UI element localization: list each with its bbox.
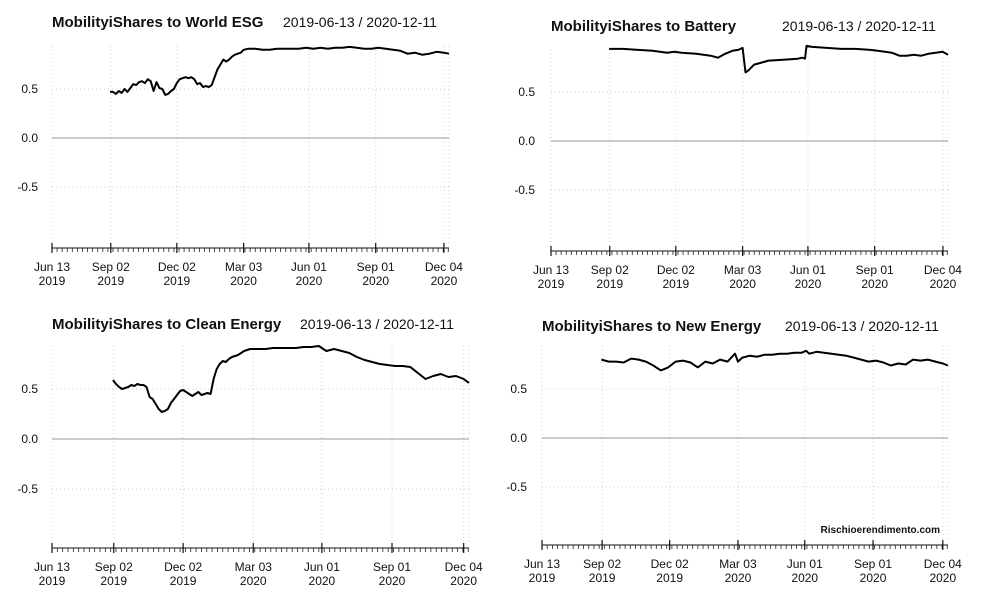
x-tick-year: 2020 [309,574,336,588]
chart-date-range: 2019-06-13 / 2020-12-11 [300,316,454,332]
x-tick-year: 2020 [795,277,822,291]
x-tick-year: 2020 [450,574,477,588]
x-tick-label: Sep 02 [95,560,133,574]
x-tick-label: Dec 02 [158,260,196,274]
series-line [601,349,949,372]
chart-title: MobilityiShares to World ESG [52,14,263,31]
series-line [609,44,949,74]
x-tick-label: Dec 04 [924,557,962,571]
x-tick-label: Jun 01 [787,557,823,571]
chart-world-esg: MobilityiShares to World ESG 2019-06-13 /… [17,14,463,288]
x-tick-year: 2019 [656,571,683,585]
y-tick-label: 0.0 [510,431,527,445]
x-tick-year: 2019 [163,274,190,288]
x-tick-year: 2019 [662,277,689,291]
x-tick-label: Dec 02 [651,557,689,571]
x-tick-label: Jun 01 [304,560,340,574]
y-tick-label: 0.0 [518,134,535,148]
x-tick-label: Jun 01 [790,263,826,277]
chart-title: MobilityiShares to Clean Energy [52,316,282,333]
y-tick-label: 0.5 [510,382,527,396]
x-tick-label: Mar 03 [724,263,762,277]
chart-new-energy: MobilityiShares to New Energy 2019-06-13 … [506,318,962,585]
y-tick-label: -0.5 [17,482,38,496]
x-tick-year: 2020 [930,277,957,291]
x-tick-year: 2020 [230,274,257,288]
x-tick-label: Jun 13 [533,263,569,277]
x-tick-label: Jun 13 [34,560,70,574]
x-tick-label: Sep 01 [373,560,411,574]
x-tick-label: Mar 03 [225,260,263,274]
y-tick-label: 0.0 [21,131,38,145]
x-tick-year: 2020 [791,571,818,585]
x-tick-year: 2020 [296,274,323,288]
x-tick-label: Sep 02 [92,260,130,274]
chart-date-range: 2019-06-13 / 2020-12-11 [283,14,437,30]
x-tick-year: 2020 [379,574,406,588]
y-tick-label: -0.5 [17,180,38,194]
x-tick-year: 2019 [589,571,616,585]
x-tick-label: Jun 01 [291,260,327,274]
x-tick-year: 2020 [240,574,267,588]
x-tick-year: 2020 [929,571,956,585]
chart-date-range: 2019-06-13 / 2020-12-11 [785,318,939,334]
x-tick-year: 2019 [100,574,127,588]
chart-date-range: 2019-06-13 / 2020-12-11 [782,18,936,34]
y-tick-label: -0.5 [514,183,535,197]
x-tick-year: 2019 [39,574,66,588]
y-tick-label: -0.5 [506,480,527,494]
x-tick-label: Sep 02 [583,557,621,571]
x-tick-year: 2019 [538,277,565,291]
x-tick-year: 2019 [39,274,66,288]
x-tick-year: 2020 [729,277,756,291]
x-tick-label: Dec 02 [164,560,202,574]
x-tick-label: Sep 01 [856,263,894,277]
y-tick-label: 0.5 [21,82,38,96]
x-tick-label: Sep 02 [591,263,629,277]
x-tick-year: 2020 [725,571,752,585]
y-tick-label: 0.5 [21,382,38,396]
chart-title: MobilityiShares to New Energy [542,318,762,335]
x-tick-label: Sep 01 [854,557,892,571]
x-tick-label: Jun 13 [524,557,560,571]
y-tick-label: 0.5 [518,85,535,99]
series-line [110,45,450,96]
x-tick-label: Dec 02 [657,263,695,277]
x-tick-label: Dec 04 [924,263,962,277]
x-tick-year: 2020 [431,274,458,288]
x-tick-label: Sep 01 [357,260,395,274]
x-tick-label: Dec 04 [425,260,463,274]
x-tick-year: 2020 [860,571,887,585]
y-tick-label: 0.0 [21,432,38,446]
x-tick-year: 2019 [529,571,556,585]
watermark: Rischioerendimento.com [821,525,941,536]
x-tick-year: 2020 [362,274,389,288]
chart-battery: MobilityiShares to Battery 2019-06-13 / 2… [514,18,962,291]
x-tick-year: 2019 [596,277,623,291]
x-tick-year: 2020 [861,277,888,291]
chart-clean-energy: MobilityiShares to Clean Energy 2019-06-1… [17,316,483,588]
series-line [112,345,470,413]
x-tick-label: Dec 04 [445,560,483,574]
chart-title: MobilityiShares to Battery [551,18,737,35]
x-tick-label: Mar 03 [719,557,757,571]
x-tick-year: 2019 [97,274,124,288]
x-tick-label: Jun 13 [34,260,70,274]
x-tick-year: 2019 [170,574,197,588]
x-tick-label: Mar 03 [235,560,273,574]
